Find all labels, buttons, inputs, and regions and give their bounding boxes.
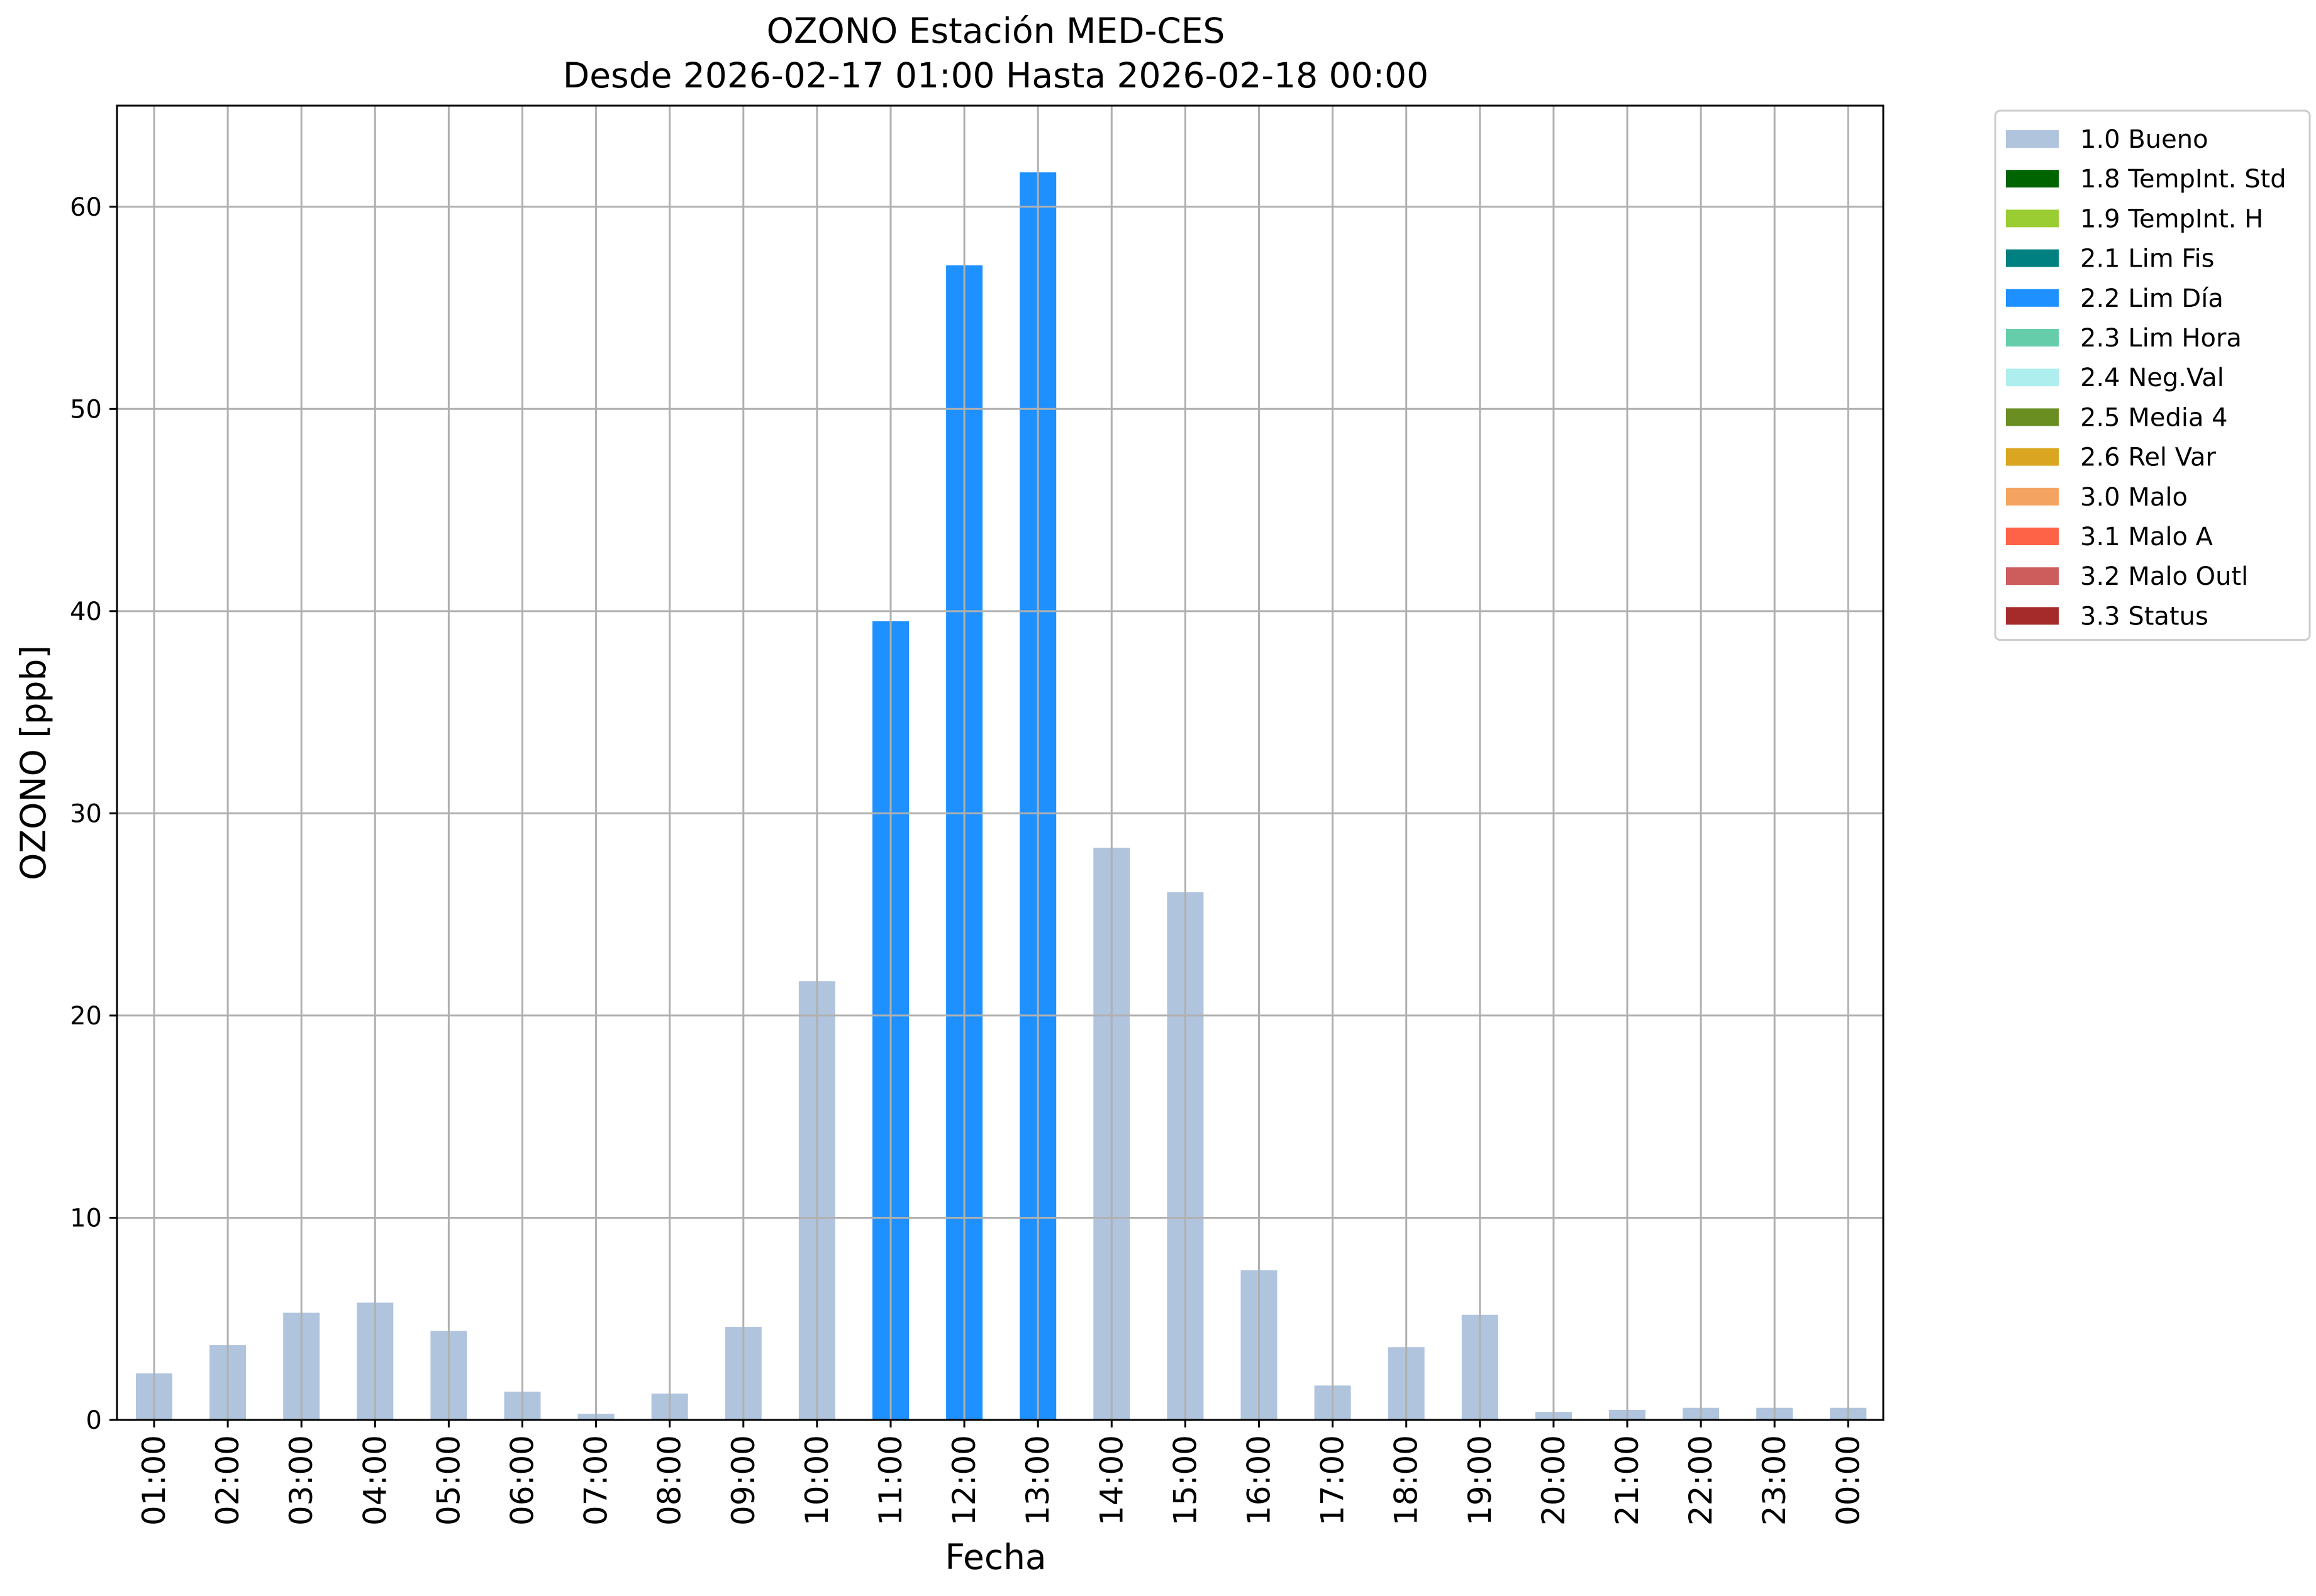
x-tick-label: 07:00: [578, 1435, 615, 1526]
grid: [117, 106, 1883, 1421]
legend-label: 3.3 Status: [2080, 602, 2208, 631]
chart-subtitle: Desde 2026-02-17 01:00 Hasta 2026-02-18 …: [563, 55, 1428, 96]
legend-label: 3.1 Malo A: [2080, 523, 2213, 551]
y-tick-label: 50: [70, 395, 102, 424]
legend-swatch: [2006, 209, 2059, 228]
legend-label: 1.0 Bueno: [2080, 125, 2208, 154]
legend-label: 2.4 Neg.Val: [2080, 363, 2224, 392]
legend-label: 2.5 Media 4: [2080, 403, 2228, 432]
legend-swatch: [2006, 289, 2059, 307]
x-tick-label: 13:00: [1020, 1435, 1056, 1526]
legend-swatch: [2006, 130, 2059, 148]
x-tick-label: 12:00: [946, 1435, 983, 1526]
legend-swatch: [2006, 408, 2059, 426]
legend-label: 2.6 Rel Var: [2080, 443, 2217, 472]
x-axis-label: Fecha: [945, 1537, 1046, 1577]
x-tick-label: 05:00: [430, 1435, 467, 1526]
legend-label: 2.1 Lim Fis: [2080, 245, 2214, 274]
x-tick-label: 17:00: [1315, 1435, 1351, 1526]
x-tick-label: 22:00: [1683, 1435, 1719, 1526]
x-tick-label: 06:00: [504, 1435, 541, 1526]
x-tick-label: 02:00: [209, 1435, 246, 1526]
legend-label: 1.8 TempInt. Std: [2080, 165, 2286, 194]
y-tick-label: 30: [70, 799, 102, 828]
x-tick-label: 11:00: [872, 1435, 909, 1526]
legend-frame: [1994, 109, 2311, 641]
x-tick-label: 00:00: [1830, 1435, 1866, 1526]
legend-swatch: [2006, 249, 2059, 267]
legend-swatch: [2006, 369, 2059, 387]
chart-title: OZONO Estación MED-CES: [767, 11, 1225, 51]
legend-swatch: [2006, 170, 2059, 188]
y-tick-label: 40: [70, 597, 102, 626]
x-tick-label: 01:00: [136, 1435, 172, 1526]
axes: 0 10 20 30 40 50 60 01:00 02:00 03:00 04:00 05:00 06…: [70, 193, 1866, 1526]
legend-label: 3.2 Malo Outl: [2080, 562, 2248, 591]
legend-swatch: [2006, 528, 2059, 545]
legend-label: 3.0 Malo: [2080, 483, 2188, 512]
x-tick-label: 09:00: [725, 1435, 762, 1526]
y-tick-label: 0: [86, 1406, 102, 1435]
x-tick-label: 20:00: [1535, 1435, 1572, 1526]
x-tick-label: 08:00: [652, 1435, 688, 1526]
legend-label: 1.9 TempInt. H: [2080, 204, 2263, 233]
legend-label: 2.2 Lim Día: [2080, 284, 2224, 313]
legend: 1.0 Bueno 1.8 TempInt. Std 1.9 TempInt. H 2…: [1994, 109, 2311, 641]
x-tick-label: 21:00: [1609, 1435, 1645, 1526]
x-tick-label: 04:00: [357, 1435, 393, 1526]
x-tick-label: 23:00: [1756, 1435, 1793, 1526]
legend-swatch: [2006, 329, 2059, 346]
legend-swatch: [2006, 487, 2059, 506]
legend-swatch: [2006, 567, 2059, 585]
x-tick-label: 19:00: [1462, 1435, 1498, 1526]
legend-swatch: [2006, 607, 2059, 625]
y-tick-label: 10: [70, 1204, 102, 1233]
x-tick-label: 15:00: [1167, 1435, 1203, 1526]
x-tick-label: 18:00: [1388, 1435, 1425, 1526]
x-tick-label: 14:00: [1093, 1435, 1130, 1526]
x-tick-label: 03:00: [283, 1435, 320, 1526]
legend-label: 2.3 Lim Hora: [2080, 324, 2242, 353]
legend-swatch: [2006, 448, 2059, 466]
y-axis-label: OZONO [ppb]: [13, 645, 53, 880]
y-tick-label: 20: [70, 1002, 102, 1031]
y-tick-label: 60: [70, 193, 102, 222]
plot-frame: [116, 104, 1885, 1421]
x-tick-label: 10:00: [799, 1435, 835, 1526]
x-tick-label: 16:00: [1241, 1435, 1278, 1526]
